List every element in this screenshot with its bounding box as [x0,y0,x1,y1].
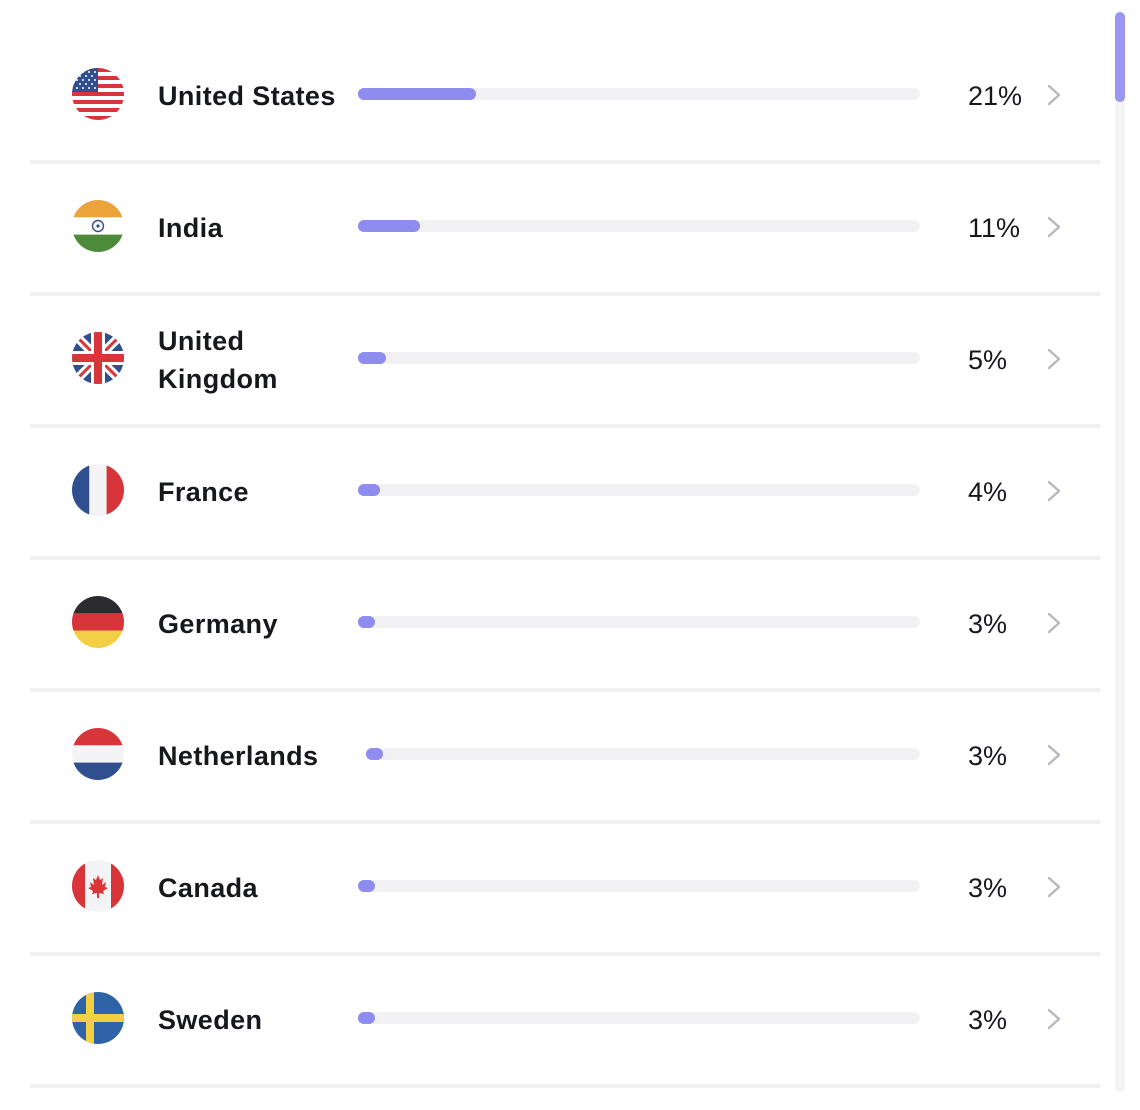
share-bar-fill [358,1012,375,1024]
country-row-sweden[interactable]: Sweden 3% [30,956,1100,1088]
country-name: France [158,477,249,507]
germany-flag-icon [72,596,124,648]
country-row-netherlands[interactable]: Netherlands 3% [30,692,1100,824]
chevron-right-icon[interactable] [1044,214,1064,240]
chevron-right-icon[interactable] [1044,1006,1064,1032]
chevron-right-icon[interactable] [1044,742,1064,768]
india-flag-icon [72,200,124,252]
share-percent: 5% [968,345,1008,375]
country-name: United States [158,81,336,111]
chevron-right-icon[interactable] [1044,874,1064,900]
scrollbar-thumb[interactable] [1115,12,1125,102]
share-bar-track [358,352,920,364]
share-bar-track [358,1012,920,1024]
share-bar-track [358,220,920,232]
country-name: Canada [158,873,258,903]
share-percent: 3% [968,873,1008,903]
country-name: United Kingdom [158,326,278,394]
share-percent: 11% [968,213,1021,243]
share-bar-track [358,880,920,892]
share-bar-fill [358,88,477,100]
share-bar-track [366,748,920,760]
chevron-right-icon[interactable] [1044,82,1064,108]
chevron-right-icon[interactable] [1044,610,1064,636]
share-bar-fill [358,616,375,628]
country-name: Netherlands [158,741,319,771]
france-flag-icon [72,464,124,516]
share-bar-fill [358,352,387,364]
netherlands-flag-icon [72,728,124,780]
share-percent: 3% [968,609,1008,639]
share-percent: 21% [968,81,1023,111]
country-row-germany[interactable]: Germany 3% [30,560,1100,692]
country-row-united-states[interactable]: United States 21% [30,32,1100,164]
chevron-right-icon[interactable] [1044,346,1064,372]
country-name: Sweden [158,1005,263,1035]
share-percent: 3% [968,1005,1008,1035]
share-bar-track [358,616,920,628]
country-row-india[interactable]: India 11% [30,164,1100,296]
country-list: United States 21% India 11% [30,32,1100,1088]
share-percent: 3% [968,741,1008,771]
vertical-scrollbar[interactable] [1115,12,1125,1092]
country-row-united-kingdom[interactable]: United Kingdom 5% [30,296,1100,428]
sweden-flag-icon [72,992,124,1044]
share-percent: 4% [968,477,1008,507]
uk-flag-icon [72,332,124,384]
share-bar-track [358,88,920,100]
country-row-france[interactable]: France 4% [30,428,1100,560]
share-bar-track [358,484,920,496]
share-bar-fill [358,220,420,232]
country-name: India [158,213,224,243]
country-row-canada[interactable]: Canada 3% [30,824,1100,956]
chevron-right-icon[interactable] [1044,478,1064,504]
share-bar-fill [358,484,381,496]
country-name: Germany [158,609,278,639]
us-flag-icon [72,68,124,120]
canada-flag-icon [72,860,124,912]
share-bar-fill [358,880,375,892]
share-bar-fill [366,748,383,760]
